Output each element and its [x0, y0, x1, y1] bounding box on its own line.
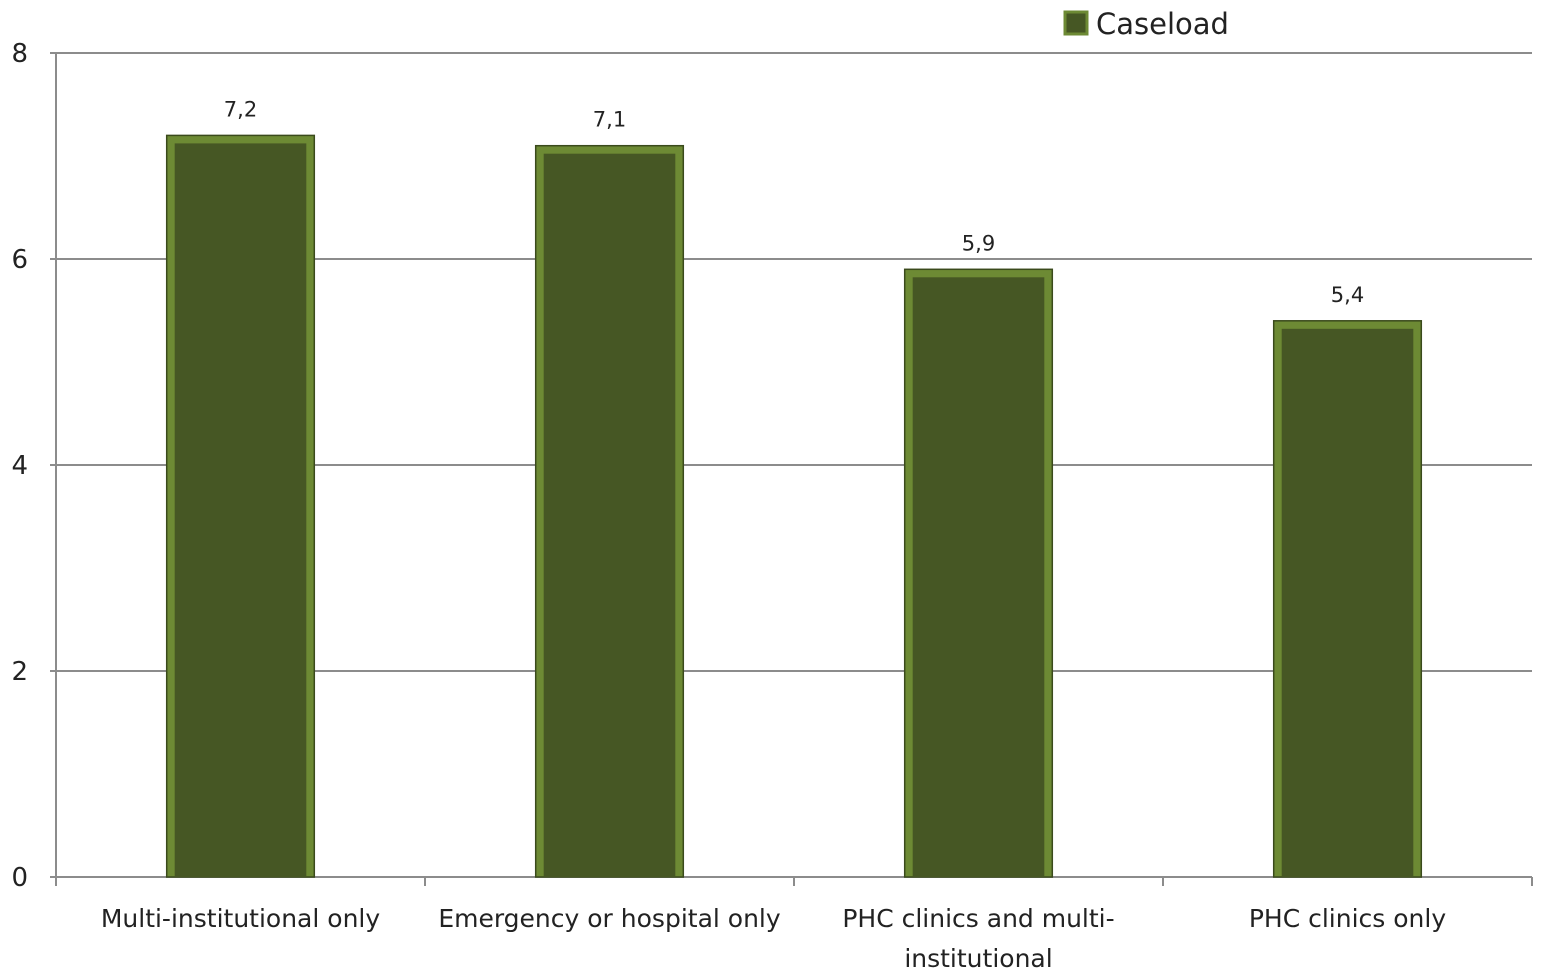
bar: [903, 268, 1054, 878]
bar-face: [1281, 328, 1414, 877]
y-tick-label: 2: [11, 657, 28, 687]
x-category-label: PHC clinics only: [1249, 904, 1447, 933]
x-category-label: PHC clinics and multi-: [842, 904, 1114, 933]
legend-label-caseload: Caseload: [1096, 7, 1229, 41]
x-category-label: institutional: [904, 944, 1052, 973]
data-label: 7,1: [593, 108, 626, 132]
legend-swatch-caseload: [1063, 10, 1089, 36]
labels: 0 2 4 6 8 7,2 Multi-institutional only 7,1 Emerg…: [11, 39, 1446, 973]
y-tick-label: 0: [11, 863, 28, 893]
bar: [165, 134, 316, 878]
data-label: 5,9: [962, 231, 995, 255]
y-tick-label: 6: [11, 245, 28, 275]
bar: [1272, 320, 1423, 878]
data-label: 5,4: [1331, 283, 1364, 307]
bar-face: [912, 277, 1045, 877]
bar-face: [174, 143, 307, 877]
x-category-label: Multi-institutional only: [101, 904, 381, 933]
bar: [534, 144, 685, 878]
x-category-label: Emergency or hospital only: [438, 904, 781, 933]
data-label: 7,2: [224, 97, 257, 121]
bar-face: [543, 153, 676, 877]
y-tick-label: 8: [11, 39, 28, 69]
bars: [165, 134, 1423, 878]
y-tick-label: 4: [11, 451, 28, 481]
legend: Caseload: [1063, 7, 1229, 41]
